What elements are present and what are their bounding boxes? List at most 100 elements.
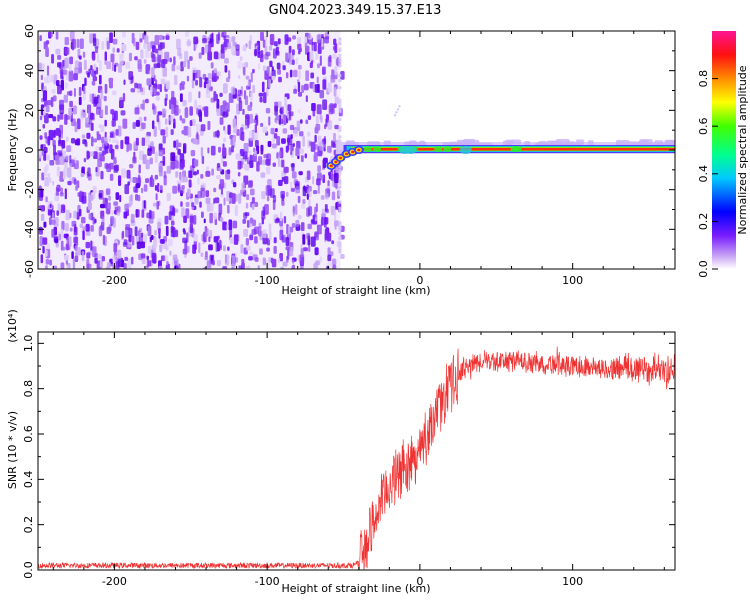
noise-blob [64,188,67,200]
noise-blob [50,74,53,83]
noise-blob [162,135,166,144]
noise-blob [253,150,258,157]
noise-blob [79,190,82,201]
noise-blob [207,147,210,154]
noise-blob [268,116,271,126]
noise-blob [106,262,111,269]
noise-blob [279,211,283,222]
noise-blob [292,143,295,148]
noise-blob [332,53,337,60]
noise-blob [149,178,155,188]
noise-blob [164,118,168,125]
noise-blob [266,247,270,252]
noise-blob [159,244,163,253]
noise-blob [99,258,102,268]
noise-blob [314,206,317,218]
noise-blob [154,35,160,46]
noise-blob [182,60,187,68]
noise-edge-blob [338,209,342,213]
noise-blob [123,211,128,219]
noise-blob [214,197,220,204]
noise-blob [230,138,233,146]
noise-blob [224,254,230,266]
noise-blob [74,121,78,133]
noise-blob [87,201,92,211]
noise-blob [99,224,103,230]
noise-blob [104,105,108,115]
noise-blob [136,241,142,250]
noise-blob [334,65,338,76]
noise-blob [96,260,101,269]
noise-blob [64,222,69,232]
noise-blob [295,147,300,157]
noise-blob [298,49,301,55]
noise-blob [242,44,247,52]
noise-blob [45,196,48,203]
noise-blob [189,56,193,61]
noise-blob [314,247,319,256]
noise-blob [311,102,316,112]
noise-blob [98,123,102,129]
noise-blob [205,251,208,258]
noise-blob [197,177,200,185]
noise-blob [126,169,131,179]
noise-blob [203,81,207,89]
noise-blob [78,86,82,97]
noise-blob [57,54,62,60]
noise-blob [96,53,100,63]
noise-blob [223,126,226,131]
noise-blob [48,114,54,119]
noise-blob [82,230,85,241]
noise-blob [283,166,289,173]
noise-blob [290,150,293,156]
noise-blob [201,46,205,56]
noise-blob [49,203,52,208]
noise-blob [178,53,183,60]
noise-blob [82,51,86,58]
noise-blob [265,159,270,165]
noise-blob [174,104,179,116]
noise-blob [157,221,161,231]
noise-blob [316,76,319,84]
noise-blob [317,165,322,173]
noise-blob [187,59,190,70]
noise-blob [310,236,316,247]
x-tick-label: 100 [562,575,583,588]
noise-blob [287,225,290,235]
noise-blob [206,203,211,212]
noise-blob [114,110,118,121]
noise-blob [257,46,260,55]
noise-blob [61,139,66,149]
noise-blob [119,194,122,203]
noise-blob [176,180,182,185]
noise-blob [300,203,306,209]
noise-blob [89,93,92,103]
noise-blob [254,201,259,208]
noise-blob [222,221,227,231]
noise-blob [245,75,250,80]
noise-blob [64,254,69,261]
noise-blob [230,86,236,95]
noise-blob [197,104,202,109]
noise-blob [69,90,73,97]
noise-blob [219,179,225,189]
noise-blob [147,144,151,149]
noise-blob [304,153,308,159]
noise-blob [288,45,292,54]
noise-blob [200,187,206,198]
noise-blob [99,153,105,162]
noise-blob [279,108,283,114]
noise-blob [189,120,193,127]
noise-blob [199,77,203,88]
noise-blob [125,61,130,69]
noise-blob [223,129,228,135]
noise-blob [268,78,271,88]
noise-blob [40,144,44,150]
noise-blob [193,159,199,167]
noise-blob [262,229,267,239]
noise-blob [324,217,329,225]
noise-blob [179,115,182,121]
noise-blob [69,162,72,169]
colorbar-tick-label: 0.2 [697,213,710,231]
noise-blob [285,52,289,62]
